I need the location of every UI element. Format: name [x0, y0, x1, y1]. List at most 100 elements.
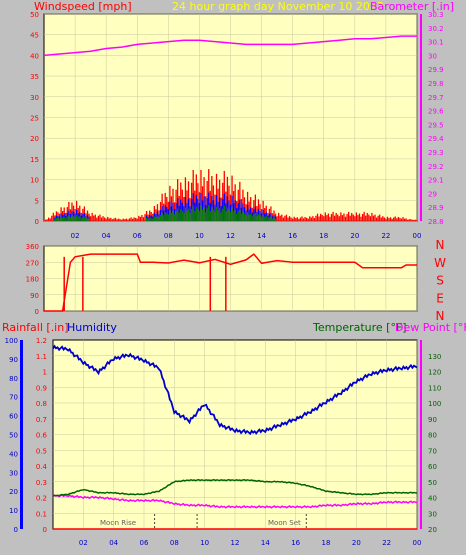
direction-tick-label: 90	[30, 292, 39, 300]
compass-letter: N	[436, 309, 445, 323]
wind-tick-label: 25	[30, 115, 39, 123]
humidity-tick-label: 30	[9, 469, 18, 477]
baro-tick-label: 29.6	[428, 108, 444, 116]
baro-tick-label: 29.2	[428, 163, 444, 171]
baro-tick-label: 30	[428, 52, 437, 60]
wind-tick-label: 10	[30, 177, 39, 185]
dewpoint-label: Dew Point [°F]	[395, 321, 466, 334]
temp-tick-label: 20	[428, 526, 437, 534]
dew-point-series-line	[52, 494, 418, 509]
humidity-tick-label: 10	[9, 507, 18, 515]
chart-title: 24 hour graph day November 10 2023	[172, 0, 384, 13]
wind-tick-label: 50	[30, 11, 39, 19]
lower-hour-tick-label: 12	[231, 539, 240, 547]
hour-tick-label: 16	[288, 232, 297, 240]
compass-letter: N	[436, 238, 445, 252]
direction-tick-label: 0	[35, 308, 39, 316]
humidity-tick-label: 100	[5, 337, 18, 345]
lower-hour-tick-label: 14	[261, 539, 270, 547]
wind-tick-label: 30	[30, 94, 39, 102]
baro-tick-label: 28.9	[428, 204, 444, 212]
baro-tick-label: 29.9	[428, 66, 444, 74]
wind-tick-label: 40	[30, 52, 39, 60]
rain-tick-label: 0.7	[36, 416, 47, 424]
hour-tick-label: 22	[381, 232, 390, 240]
rain-tick-label: 0.2	[36, 495, 47, 503]
rain-tick-label: 0.5	[36, 447, 47, 455]
barometer-series-line	[43, 35, 417, 57]
humidity-axis-bar	[20, 340, 23, 529]
lower-hour-tick-label: 08	[170, 539, 179, 547]
wind-tick-label: 35	[30, 73, 39, 81]
moon-set-label: Moon Set	[268, 519, 301, 527]
humidity-label: Humidity	[67, 321, 117, 334]
direction-tick-label: 360	[26, 243, 39, 251]
hour-tick-label: 20	[350, 232, 359, 240]
hour-tick-label: 02	[71, 232, 80, 240]
temp-tick-label: 100	[428, 400, 441, 408]
direction-tick-label: 180	[26, 276, 39, 284]
barometer-label: Barometer [.in]	[370, 0, 454, 13]
temp-tick-label: 130	[428, 353, 441, 361]
compass-letter: W	[434, 256, 446, 270]
humidity-tick-label: 50	[9, 432, 18, 440]
hour-tick-label: 14	[257, 232, 266, 240]
temperature-series-line	[52, 478, 418, 497]
wind-tick-label: 45	[30, 32, 39, 40]
wind-tick-label: 15	[30, 156, 39, 164]
baro-tick-label: 29.5	[428, 121, 444, 129]
humidity-tick-label: 40	[9, 450, 18, 458]
lower-hour-tick-label: 16	[291, 539, 300, 547]
direction-tick-label: 270	[26, 259, 39, 267]
rain-tick-label: 0.3	[36, 479, 47, 487]
baro-tick-label: 29.8	[428, 80, 444, 88]
baro-tick-label: 29	[428, 190, 437, 198]
hour-tick-label: 06	[133, 232, 142, 240]
humidity-tick-label: 70	[9, 394, 18, 402]
rain-tick-label: 1.2	[36, 337, 47, 345]
lower-hour-tick-label: 10	[200, 539, 209, 547]
rain-tick-label: 0.9	[36, 384, 47, 392]
rain-tick-label: 0.6	[36, 432, 48, 440]
hour-tick-label: 18	[319, 232, 328, 240]
baro-tick-label: 30.2	[428, 25, 444, 33]
temp-tick-label: 90	[428, 416, 437, 424]
hour-tick-label: 10	[195, 232, 204, 240]
lower-hour-tick-label: 00	[413, 539, 422, 547]
baro-tick-label: 29.1	[428, 177, 444, 185]
rain-tick-label: 0.8	[36, 400, 47, 408]
temp-tick-label: 110	[428, 384, 441, 392]
baro-tick-label: 29.4	[428, 135, 444, 143]
rain-tick-label: 1.1	[36, 353, 47, 361]
windspeed-label: Windspeed [mph]	[34, 0, 132, 13]
baro-tick-label: 29.3	[428, 149, 444, 157]
wind-tick-label: 0	[35, 218, 39, 226]
lower-hour-tick-label: 18	[322, 539, 331, 547]
humidity-series-line	[52, 344, 418, 436]
temp-tick-label: 60	[428, 463, 437, 471]
temperature-label: Temperature [°F]	[312, 321, 407, 334]
compass-letter: E	[436, 291, 444, 305]
hour-tick-label: 12	[226, 232, 235, 240]
hour-tick-label: 00	[413, 232, 422, 240]
rainfall-label: Rainfall [.in]	[2, 321, 69, 334]
humidity-tick-label: 60	[9, 413, 18, 421]
humidity-tick-label: 90	[9, 356, 18, 364]
temp-tick-label: 40	[428, 495, 437, 503]
temp-tick-label: 120	[428, 369, 441, 377]
baro-tick-label: 28.8	[428, 218, 444, 226]
baro-tick-label: 30.1	[428, 39, 444, 47]
lower-hour-tick-label: 06	[140, 539, 149, 547]
wind-tick-label: 20	[30, 135, 39, 143]
rain-tick-label: 1	[43, 369, 47, 377]
lower-hour-tick-label: 04	[109, 539, 118, 547]
hour-tick-label: 08	[164, 232, 173, 240]
lower-hour-tick-label: 22	[382, 539, 391, 547]
temp-tick-label: 30	[428, 510, 437, 518]
temp-tick-label: 50	[428, 479, 437, 487]
humidity-tick-label: 0	[14, 526, 18, 534]
moon-rise-label: Moon Rise	[100, 519, 136, 527]
compass-letter: S	[436, 274, 444, 288]
lower-hour-tick-label: 20	[352, 539, 361, 547]
